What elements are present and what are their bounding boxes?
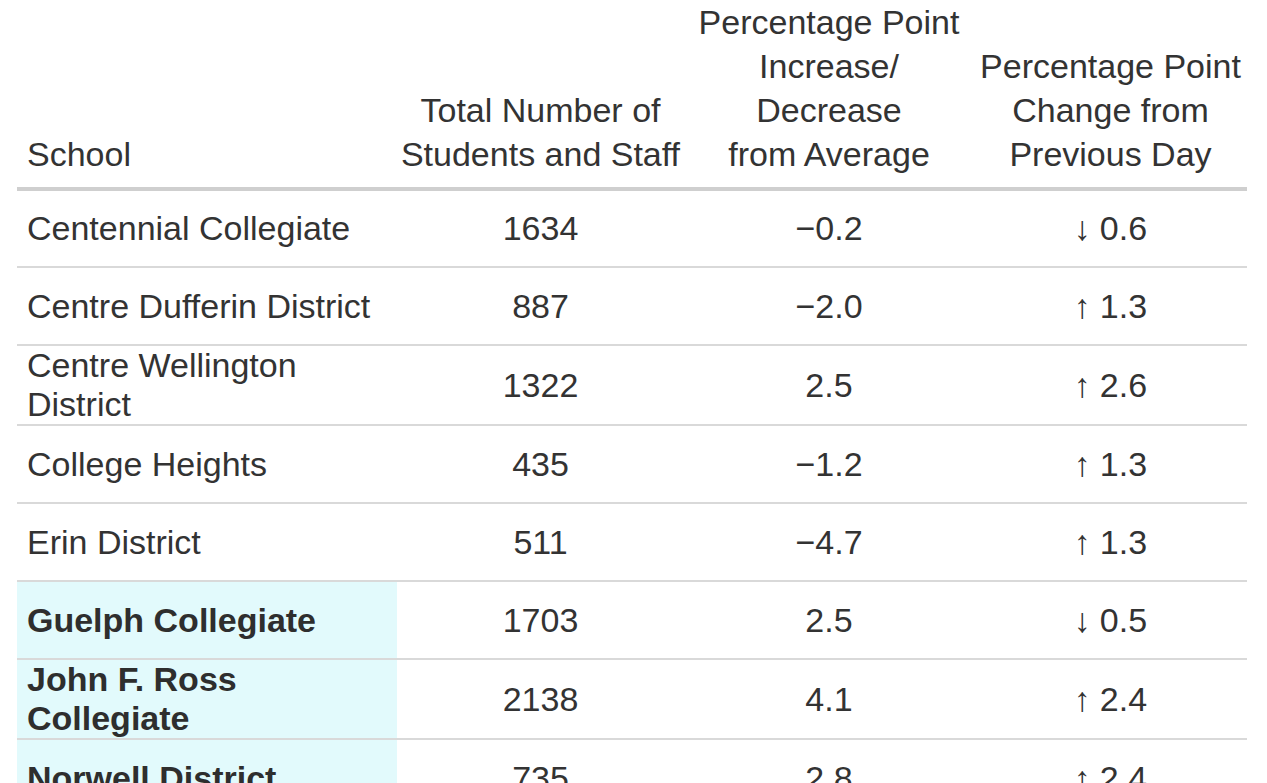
cell-school: John F. Ross Collegiate	[17, 659, 397, 739]
cell-total: 511	[397, 503, 684, 581]
col-header-diff-from-average: Percentage Point Increase/ Decrease from…	[684, 0, 974, 189]
cell-day-change: ↑1.3	[974, 267, 1247, 345]
table-row-highlighted: Norwell District 735 2.8 ↑ 2.4	[17, 739, 1247, 783]
up-arrow-icon: ↑	[1074, 759, 1091, 783]
cell-day-change: ↑1.3	[974, 425, 1247, 503]
school-attendance-table: School Total Number of Students and Staf…	[17, 0, 1247, 783]
table-row-highlighted: John F. Ross Collegiate 2138 4.1 ↑2.4	[17, 659, 1247, 739]
down-arrow-icon: ↓	[1074, 209, 1091, 248]
cell-day-change: ↓0.6	[974, 189, 1247, 267]
cell-avg-diff: 2.5	[684, 345, 974, 425]
table-row: Erin District 511 −4.7 ↑1.3	[17, 503, 1247, 581]
cell-avg-diff: 4.1	[684, 659, 974, 739]
cell-avg-diff: −2.0	[684, 267, 974, 345]
cell-school: Norwell District	[17, 739, 397, 783]
cell-total: 1634	[397, 189, 684, 267]
col-header-change-previous-day: Percentage Point Change from Previous Da…	[974, 0, 1247, 189]
day-change-value: 2.4	[1100, 759, 1147, 783]
cell-day-change: ↓0.5	[974, 581, 1247, 659]
cell-total: 2138	[397, 659, 684, 739]
table-header: School Total Number of Students and Staf…	[17, 0, 1247, 189]
down-arrow-icon: ↓	[1074, 601, 1091, 640]
cell-day-change: ↑ 2.4	[974, 739, 1247, 783]
cell-avg-diff: −4.7	[684, 503, 974, 581]
cell-school: Centennial Collegiate	[17, 189, 397, 267]
cell-school: Centre Dufferin District	[17, 267, 397, 345]
day-change-value: 2.4	[1100, 680, 1147, 718]
day-change-value: 1.3	[1100, 445, 1147, 483]
day-change-value: 0.6	[1100, 209, 1147, 247]
cell-total: 435	[397, 425, 684, 503]
cell-day-change: ↑2.4	[974, 659, 1247, 739]
up-arrow-icon: ↑	[1074, 523, 1091, 562]
col-header-school: School	[17, 0, 397, 189]
up-arrow-icon: ↑	[1074, 680, 1091, 719]
day-change-value: 0.5	[1100, 601, 1147, 639]
cell-avg-diff: 2.8	[684, 739, 974, 783]
day-change-value: 1.3	[1100, 523, 1147, 561]
up-arrow-icon: ↑	[1074, 445, 1091, 484]
day-change-value: 2.6	[1100, 366, 1147, 404]
table-row: College Heights 435 −1.2 ↑1.3	[17, 425, 1247, 503]
cell-total: 1703	[397, 581, 684, 659]
cell-school: College Heights	[17, 425, 397, 503]
cell-day-change: ↑2.6	[974, 345, 1247, 425]
table-row-highlighted: Guelph Collegiate 1703 2.5 ↓0.5	[17, 581, 1247, 659]
cell-total: 887	[397, 267, 684, 345]
cell-school: Erin District	[17, 503, 397, 581]
up-arrow-icon: ↑	[1074, 287, 1091, 326]
table-row: Centre Wellington District 1322 2.5 ↑2.6	[17, 345, 1247, 425]
cell-avg-diff: −1.2	[684, 425, 974, 503]
table-row: Centre Dufferin District 887 −2.0 ↑1.3	[17, 267, 1247, 345]
cell-day-change: ↑1.3	[974, 503, 1247, 581]
day-change-value: 1.3	[1100, 287, 1147, 325]
cell-total: 1322	[397, 345, 684, 425]
cell-school: Guelph Collegiate	[17, 581, 397, 659]
cell-total: 735	[397, 739, 684, 783]
data-table: School Total Number of Students and Staf…	[17, 0, 1247, 783]
table-row: Centennial Collegiate 1634 −0.2 ↓0.6	[17, 189, 1247, 267]
cell-avg-diff: −0.2	[684, 189, 974, 267]
cell-avg-diff: 2.5	[684, 581, 974, 659]
cell-school: Centre Wellington District	[17, 345, 397, 425]
up-arrow-icon: ↑	[1074, 366, 1091, 405]
col-header-total-students-staff: Total Number of Students and Staff	[397, 0, 684, 189]
